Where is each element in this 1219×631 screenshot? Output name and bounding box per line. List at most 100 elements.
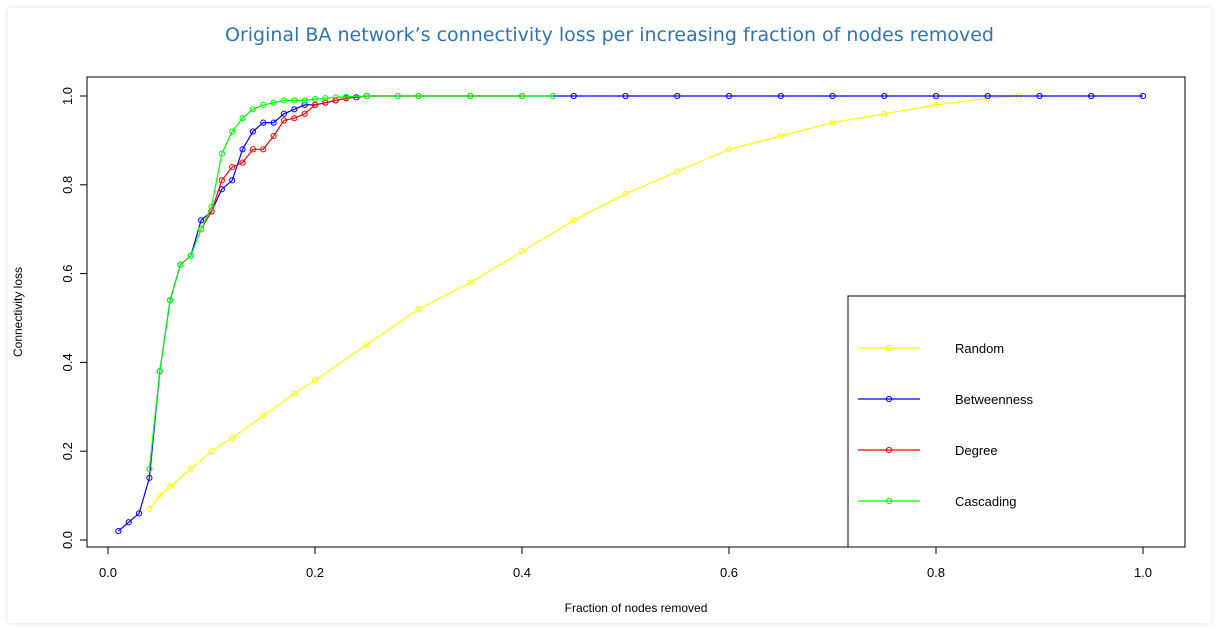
data-point-betweenness xyxy=(1036,92,1043,100)
data-point-random xyxy=(622,190,629,197)
legend-label: Cascading xyxy=(955,494,1016,509)
legend-swatch-point xyxy=(885,446,893,454)
data-point-random xyxy=(363,341,370,348)
y-tick-label: 0.8 xyxy=(60,176,75,194)
y-tick-label: 0.4 xyxy=(60,353,75,371)
data-point-random xyxy=(674,168,681,175)
data-point-betweenness xyxy=(115,528,122,535)
data-point-betweenness xyxy=(239,146,246,153)
data-point-betweenness xyxy=(249,128,256,135)
data-point-betweenness xyxy=(1088,92,1095,100)
data-point-random xyxy=(829,119,836,126)
data-point-cascading xyxy=(280,97,288,104)
y-tick-label: 0.6 xyxy=(60,265,75,283)
data-point-cascading xyxy=(198,226,205,233)
data-point-cascading xyxy=(363,92,370,100)
legend-swatch-point xyxy=(885,497,893,505)
data-point-betweenness xyxy=(881,92,888,100)
data-point-cascading xyxy=(332,94,339,101)
data-point-random xyxy=(518,248,526,255)
data-point-degree xyxy=(218,177,225,184)
data-point-random xyxy=(167,483,174,490)
data-point-cascading xyxy=(229,128,236,135)
data-point-betweenness xyxy=(125,519,132,526)
y-tick-label: 0.2 xyxy=(60,442,75,460)
data-point-cascading xyxy=(177,261,184,268)
data-point-cascading xyxy=(260,101,267,108)
data-point-cascading xyxy=(549,92,557,100)
y-axis: 0.0 0.2 0.4 0.6 0.8 1.0 xyxy=(60,87,88,549)
data-point-betweenness xyxy=(1139,92,1147,100)
data-point-cascading xyxy=(156,368,163,375)
data-point-cascading xyxy=(394,92,401,100)
data-point-random xyxy=(932,101,940,108)
chart-title: Original BA network’s connectivity loss … xyxy=(225,24,994,46)
data-point-cascading xyxy=(291,97,298,104)
legend-label: Betweenness xyxy=(955,392,1034,407)
data-point-betweenness xyxy=(301,101,308,108)
data-point-random xyxy=(311,377,319,384)
data-point-cascading xyxy=(187,252,194,259)
data-point-cascading xyxy=(518,92,526,100)
legend-swatch-point xyxy=(885,344,893,352)
data-point-cascading xyxy=(146,465,153,473)
data-point-cascading xyxy=(322,95,329,102)
data-point-betweenness xyxy=(829,92,836,100)
data-point-cascading xyxy=(311,96,319,103)
data-point-betweenness xyxy=(270,119,277,126)
data-point-betweenness xyxy=(260,119,267,126)
data-point-cascading xyxy=(239,115,246,122)
series-cascading xyxy=(146,92,557,473)
x-axis: 0.0 0.2 0.4 0.6 0.8 1.0 xyxy=(99,546,1152,580)
data-point-betweenness xyxy=(280,110,288,117)
data-point-degree xyxy=(229,163,236,171)
legend-item-random: Random xyxy=(858,341,1004,356)
data-point-degree xyxy=(322,99,329,106)
data-point-random xyxy=(156,492,163,499)
legend: Random Betweenness Degree Cascading xyxy=(847,295,1186,548)
data-point-cascading xyxy=(270,99,277,106)
data-point-betweenness xyxy=(135,510,143,517)
legend-box xyxy=(847,295,1186,548)
x-tick-label: 1.0 xyxy=(1134,565,1152,580)
x-axis-label: Fraction of nodes removed xyxy=(565,601,708,615)
data-point-degree xyxy=(311,101,319,108)
data-point-betweenness xyxy=(725,92,733,100)
data-point-betweenness xyxy=(229,177,236,184)
data-point-betweenness xyxy=(198,217,205,224)
data-point-random xyxy=(881,110,888,117)
x-tick-label: 0.6 xyxy=(720,565,738,580)
data-point-betweenness xyxy=(622,92,629,100)
data-point-betweenness xyxy=(984,92,991,100)
data-point-random xyxy=(146,505,153,513)
x-tick-label: 0.2 xyxy=(306,565,324,580)
x-tick-label: 0.8 xyxy=(927,565,945,580)
data-point-random xyxy=(229,434,236,441)
data-point-degree xyxy=(270,132,277,140)
data-point-betweenness xyxy=(932,92,940,100)
legend-item-degree: Degree xyxy=(858,443,998,458)
series-line-cascading xyxy=(148,95,553,470)
data-point-degree xyxy=(280,117,288,124)
data-point-cascading xyxy=(208,203,215,211)
legend-label: Random xyxy=(955,341,1004,356)
legend-swatch-point xyxy=(885,395,893,403)
legend-item-cascading: Cascading xyxy=(858,494,1016,509)
data-point-random xyxy=(570,217,577,224)
series-line-degree xyxy=(200,95,522,230)
data-point-degree xyxy=(291,115,298,122)
data-point-random xyxy=(725,146,733,153)
legend-item-betweenness: Betweenness xyxy=(858,392,1034,407)
y-tick-label: 0.0 xyxy=(60,531,75,549)
data-point-random xyxy=(187,465,194,473)
data-point-random xyxy=(415,306,422,313)
series-line-random xyxy=(148,95,1019,510)
data-point-random xyxy=(777,132,784,140)
data-point-cascading xyxy=(301,97,308,104)
y-tick-label: 1.0 xyxy=(60,87,75,105)
x-tick-label: 0.4 xyxy=(513,565,531,580)
data-point-random xyxy=(467,279,474,286)
data-point-betweenness xyxy=(291,106,298,113)
data-point-betweenness xyxy=(146,474,153,481)
